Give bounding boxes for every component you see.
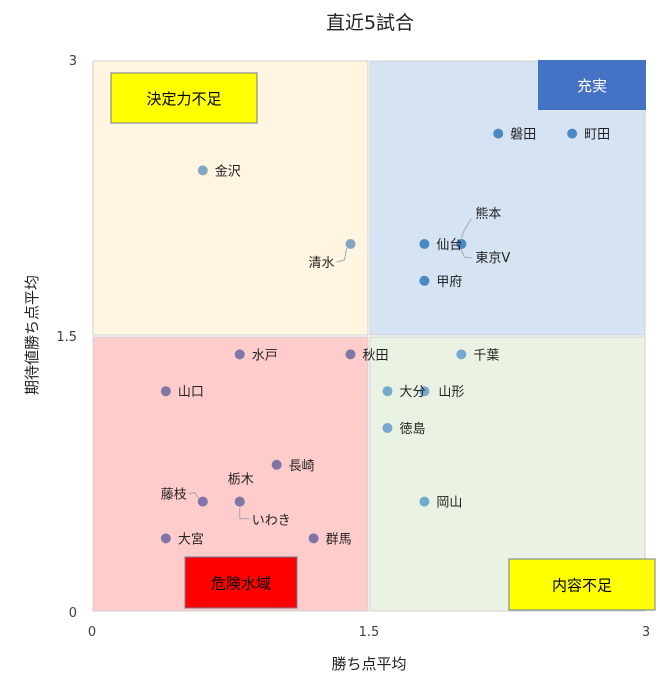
- data-point: [419, 239, 430, 249]
- label-box-shot-shortage-text: 決定力不足: [146, 90, 221, 108]
- data-point-label: 仙台: [436, 238, 462, 253]
- data-point-label: 甲府: [436, 275, 462, 290]
- data-point: [345, 239, 356, 249]
- data-point-label: 町田: [584, 128, 610, 143]
- label-leader-line: [460, 249, 472, 259]
- y-axis-label: 期待値勝ち点平均: [23, 275, 41, 395]
- y-tick-label: 3: [69, 54, 77, 69]
- data-point-label: 金沢: [215, 163, 241, 179]
- data-point: [160, 533, 171, 544]
- x-tick-label: 3: [642, 625, 650, 640]
- data-point: [382, 386, 393, 397]
- point-layer: [160, 128, 578, 544]
- label-box-danger-zone-text: 危険水域: [211, 575, 271, 593]
- data-point-label: 岡山: [436, 496, 462, 511]
- axis-layer: 0 1.5 3 0 1.5 3: [56, 54, 650, 640]
- data-point: [419, 275, 430, 286]
- data-point-label: いわき: [252, 514, 291, 529]
- data-point-label: 栃木: [228, 473, 254, 488]
- quadrant-bottom-left: [92, 336, 369, 612]
- data-point-label: 熊本: [475, 206, 501, 222]
- data-point-label: 千葉: [473, 348, 499, 363]
- label-box-shot-shortage: [110, 72, 258, 124]
- label-box-content-shortage: [508, 558, 656, 611]
- data-point-label: 秋田: [363, 348, 389, 363]
- label-leader-line: [336, 247, 348, 263]
- label-box-content-shortage-text: 内容不足: [552, 577, 612, 595]
- data-point: [197, 496, 208, 507]
- label-box-danger-zone: [184, 556, 298, 609]
- data-point-label: 大宮: [178, 531, 204, 547]
- leader-line-layer: [188, 218, 472, 520]
- data-point: [456, 239, 467, 249]
- label-box-fulfilled: [538, 60, 646, 110]
- data-point-label: 群馬: [326, 532, 352, 547]
- label-leader-line: [460, 218, 472, 239]
- data-point-label: 山口: [178, 385, 204, 400]
- data-point: [382, 423, 393, 433]
- data-point: [234, 349, 245, 360]
- quadrant-layer: [92, 60, 646, 612]
- data-point: [419, 496, 430, 507]
- data-point: [271, 459, 282, 470]
- data-point: [160, 386, 171, 397]
- data-point: [419, 386, 430, 397]
- data-point-label: 東京V: [475, 250, 510, 266]
- data-point-label: 山形: [438, 385, 464, 400]
- label-leader-line: [239, 507, 250, 520]
- label-box-fulfilled-text: 充実: [577, 77, 607, 95]
- data-point: [234, 496, 245, 507]
- data-point: [345, 349, 356, 360]
- y-tick-label: 0: [69, 606, 77, 621]
- data-point: [567, 128, 578, 139]
- data-point-label: 大分: [399, 385, 425, 400]
- x-tick-label: 1.5: [359, 625, 380, 640]
- data-point-label: 長崎: [289, 459, 315, 474]
- data-point-label: 水戸: [252, 348, 278, 363]
- data-point-label: 清水: [309, 256, 335, 271]
- y-tick-label: 1.5: [56, 330, 77, 345]
- data-point-label: 藤枝: [161, 488, 187, 503]
- data-point-label: 磐田: [510, 128, 536, 143]
- data-point-label: 徳島: [399, 422, 425, 437]
- label-leader-line: [188, 492, 200, 499]
- data-point: [308, 533, 319, 544]
- x-tick-label: 0: [88, 625, 96, 640]
- x-axis-label: 勝ち点平均: [331, 655, 406, 673]
- chart-title: 直近5試合: [326, 12, 414, 34]
- data-point: [493, 128, 504, 139]
- data-point: [197, 165, 208, 176]
- data-point: [456, 349, 467, 360]
